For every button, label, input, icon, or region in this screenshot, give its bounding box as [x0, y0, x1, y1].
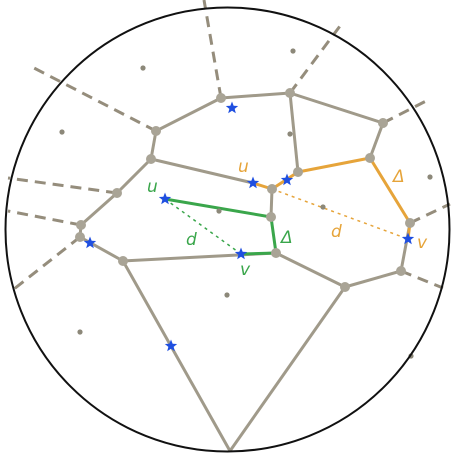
orange-u-label: u	[238, 157, 249, 177]
voronoi-vertex	[146, 154, 156, 164]
orange-v-label: v	[417, 233, 428, 253]
voronoi-sites	[59, 48, 433, 359]
voronoi-edge	[289, 91, 384, 125]
voronoi-vertex	[112, 188, 122, 198]
star-marker	[164, 339, 178, 352]
voronoi-vertex	[378, 118, 388, 128]
dashed-edge	[7, 209, 82, 227]
green-distance-line	[164, 198, 242, 255]
voronoi-vertex	[340, 282, 350, 292]
dashed-edge	[13, 235, 81, 291]
site-point	[287, 131, 293, 137]
site-point	[427, 174, 433, 180]
dashed-edge	[202, 0, 223, 99]
voronoi-vertex	[271, 248, 281, 258]
voronoi-edge	[150, 157, 254, 185]
star-marker	[225, 101, 239, 114]
voronoi-vertex	[293, 167, 303, 177]
voronoi-vertex	[76, 220, 86, 230]
green-edge-path	[164, 197, 278, 256]
voronoi-vertex	[396, 266, 406, 276]
voronoi-vertex	[118, 256, 128, 266]
voronoi-edge	[115, 157, 153, 195]
voronoi-edge	[368, 122, 385, 159]
voronoi-vertex	[365, 153, 375, 163]
star-marker	[83, 236, 97, 249]
voronoi-vertices	[75, 88, 415, 292]
star-marker	[280, 173, 294, 186]
site-point	[77, 329, 83, 335]
green-path	[164, 197, 278, 256]
dashed-edge	[400, 269, 444, 290]
voronoi-vertex	[285, 88, 295, 98]
star-marker	[401, 232, 415, 245]
site-point	[140, 65, 146, 71]
site-point	[290, 48, 296, 54]
orange-delta-label: Δ	[391, 167, 405, 187]
green-u-label: u	[147, 177, 158, 197]
voronoi-edge	[228, 286, 347, 452]
site-point	[59, 129, 65, 135]
star-marker	[246, 176, 260, 189]
site-point	[224, 292, 230, 298]
voronoi-edge	[121, 260, 232, 452]
voronoi-edge	[155, 96, 222, 133]
voronoi-vertex	[216, 93, 226, 103]
voronoi-vertex	[267, 184, 277, 194]
labels: u d Δ v u Δ d v	[147, 157, 428, 280]
green-delta-label: Δ	[279, 228, 293, 248]
star-marker	[234, 247, 248, 260]
dashed-edge	[7, 176, 118, 195]
dashed-edge	[288, 25, 342, 94]
dashed-edge	[409, 202, 451, 225]
dashed-voronoi-edges	[7, 0, 451, 291]
voronoi-vertex	[75, 232, 85, 242]
voronoi-edge	[288, 92, 300, 173]
site-point	[216, 208, 222, 214]
dashed-edge	[33, 66, 157, 133]
green-d-label: d	[186, 230, 197, 250]
voronoi-edge	[220, 91, 291, 100]
voronoi-edge	[275, 251, 346, 289]
voronoi-edge	[80, 191, 118, 227]
green-v-label: v	[240, 260, 251, 280]
orange-d-label: d	[331, 222, 342, 242]
star-marker	[158, 192, 172, 205]
orange-distance-line	[271, 188, 409, 240]
boundary-circle	[4, 6, 451, 453]
voronoi-vertex	[151, 126, 161, 136]
voronoi-edge	[344, 269, 402, 289]
dashed-edge	[382, 98, 429, 125]
voronoi-vertex	[405, 218, 415, 228]
star-markers	[83, 101, 415, 352]
voronoi-vertex	[266, 212, 276, 222]
site-point	[320, 204, 326, 210]
